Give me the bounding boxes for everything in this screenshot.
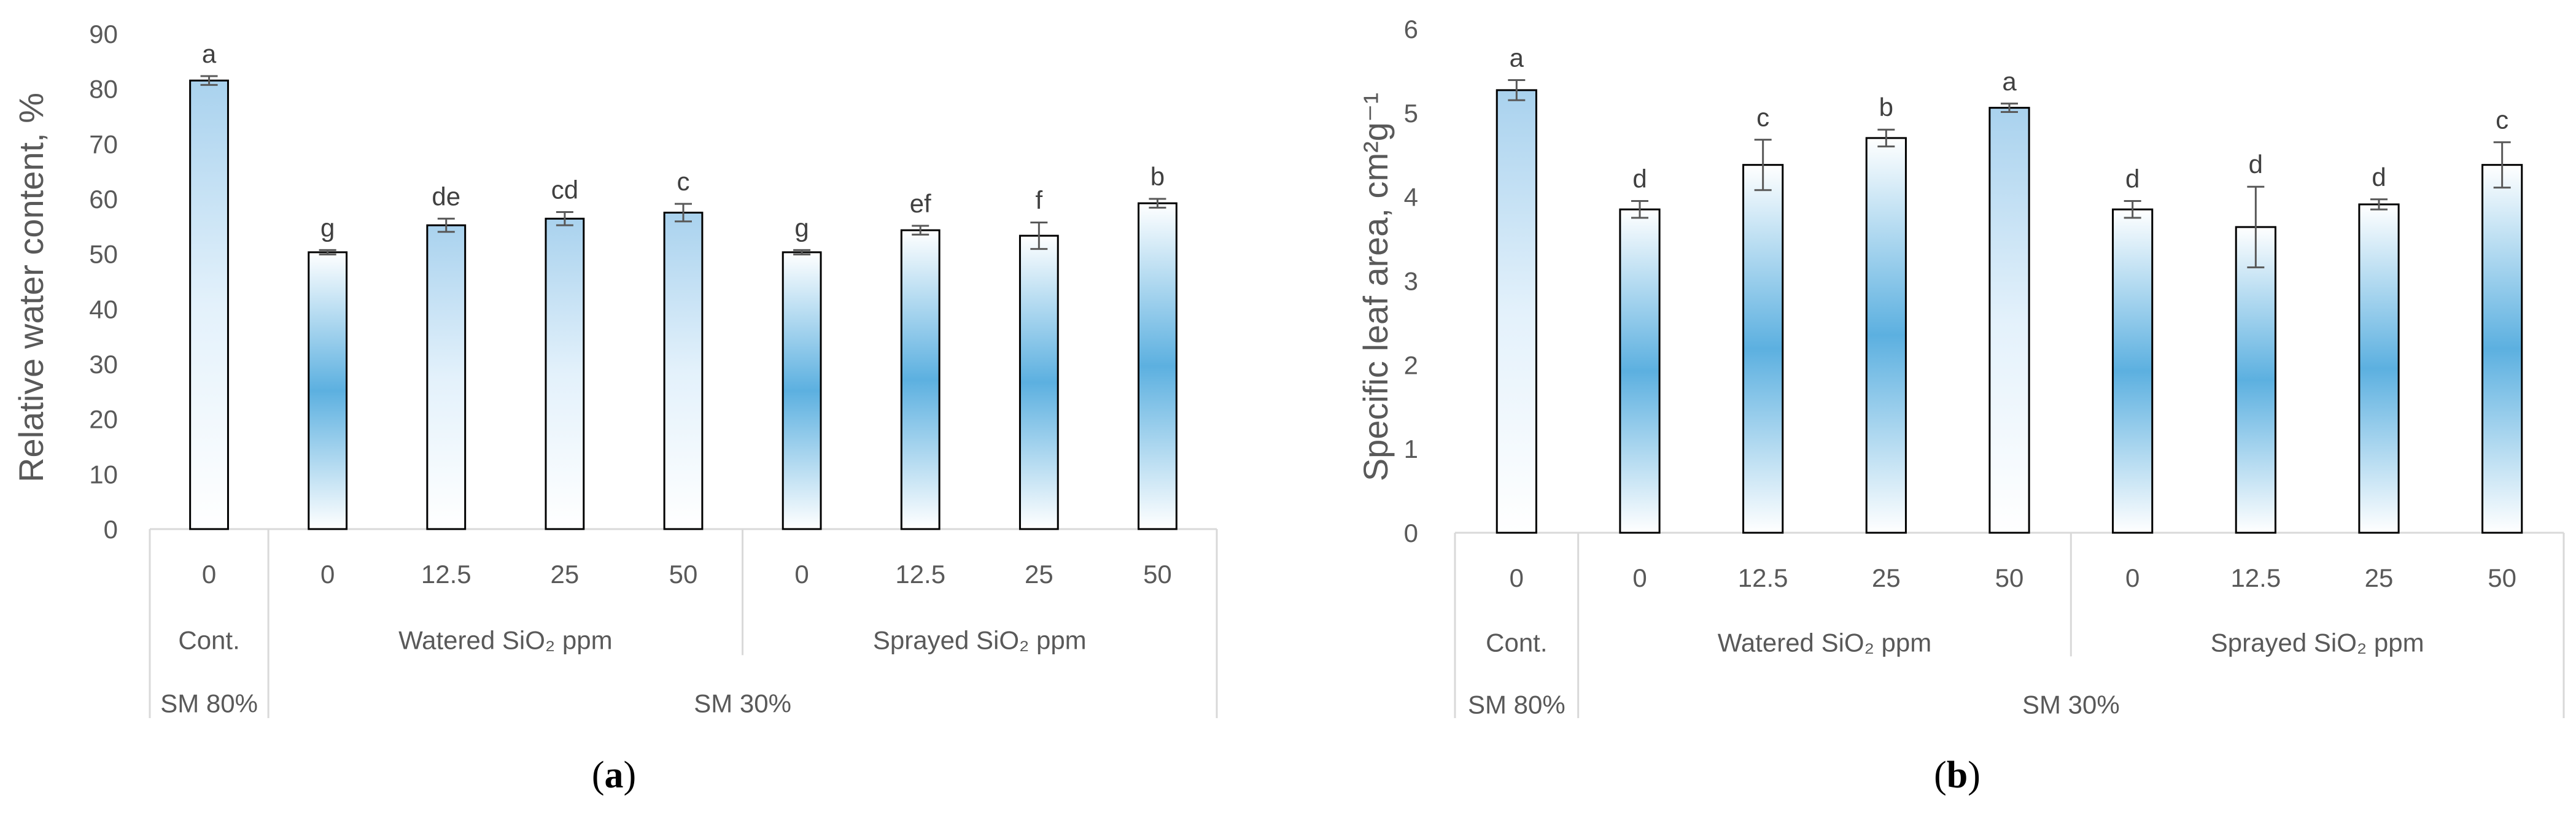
- significance-letter: b: [1879, 93, 1893, 122]
- y-tick-label: 80: [89, 75, 118, 104]
- y-tick-label: 40: [89, 295, 118, 323]
- significance-letter: de: [432, 182, 460, 211]
- bar: [1742, 164, 1784, 534]
- significance-letter: g: [320, 213, 335, 242]
- category-label: 25: [1872, 563, 1901, 592]
- significance-letter: d: [1632, 164, 1647, 193]
- panel-label: (a): [592, 754, 636, 796]
- category-label: 0: [1632, 563, 1647, 592]
- significance-letter: c: [677, 167, 690, 196]
- y-tick-label: 70: [89, 130, 118, 158]
- significance-letter: g: [794, 213, 809, 242]
- panel-label: (b): [1934, 754, 1980, 796]
- y-tick-label: 2: [1404, 350, 1418, 379]
- category-label: 50: [2488, 563, 2516, 592]
- category-label: 50: [1143, 560, 1172, 589]
- y-tick-label: 30: [89, 350, 118, 379]
- significance-letter: a: [1510, 43, 1524, 72]
- y-axis-title: Relative water content, %: [12, 93, 50, 482]
- category-label: 25: [551, 560, 580, 589]
- bar: [2481, 164, 2523, 534]
- group-label: Sprayed SiO₂ ppm: [873, 626, 1087, 655]
- significance-letter: b: [1150, 162, 1165, 191]
- group-label: Cont.: [178, 626, 239, 655]
- bar: [782, 251, 822, 530]
- category-label: 50: [669, 560, 698, 589]
- bar: [545, 217, 585, 530]
- bar: [426, 224, 467, 530]
- chart-panel-b: 0 1 2 3 4 5 6 Specific leaf area, cm²g⁻¹ a 0 d 0 c 12…: [1356, 15, 2565, 796]
- bar: [1018, 234, 1059, 530]
- panel-letter: a: [605, 754, 624, 796]
- group-label: Watered SiO₂ ppm: [398, 626, 613, 655]
- bar: [1496, 89, 1537, 534]
- bar: [900, 229, 941, 530]
- significance-letter: d: [2125, 164, 2140, 193]
- category-label: 12.5: [1738, 563, 1788, 592]
- y-tick-label: 5: [1404, 99, 1418, 128]
- significance-letter: c: [1756, 103, 1769, 132]
- y-tick-label: 10: [89, 460, 118, 489]
- significance-letter: d: [2372, 163, 2386, 191]
- bar: [2112, 208, 2154, 534]
- category-label: 50: [1995, 563, 2024, 592]
- category-label: 0: [794, 560, 809, 589]
- category-label: 12.5: [895, 560, 945, 589]
- panel-letter: b: [1947, 754, 1968, 796]
- y-axis-title: Specific leaf area, cm²g⁻¹: [1356, 93, 1395, 481]
- category-label: 0: [320, 560, 335, 589]
- y-tick-label: 20: [89, 405, 118, 434]
- category-label: 0: [2125, 563, 2140, 592]
- y-tick-label: 3: [1404, 267, 1418, 296]
- level2-label: SM 80%: [160, 689, 258, 718]
- bar: [1138, 202, 1177, 530]
- y-tick-label: 50: [89, 240, 118, 269]
- significance-letter: d: [2249, 150, 2263, 179]
- bar: [2358, 203, 2400, 534]
- y-tick-label: 60: [89, 185, 118, 214]
- category-label: 25: [2365, 563, 2394, 592]
- category-label: 12.5: [421, 560, 471, 589]
- y-tick-label: 90: [89, 20, 118, 48]
- bar: [2235, 226, 2276, 534]
- category-label: 25: [1025, 560, 1053, 589]
- group-label: Cont.: [1486, 629, 1547, 657]
- bar: [1619, 208, 1661, 534]
- level2-label: SM 80%: [1468, 690, 1565, 719]
- y-tick-label: 1: [1404, 435, 1418, 463]
- bar: [308, 251, 348, 530]
- category-label: 0: [202, 560, 216, 589]
- significance-letter: a: [202, 39, 217, 68]
- bar: [1988, 107, 2030, 534]
- significance-letter: a: [2002, 67, 2017, 96]
- bar: [189, 79, 229, 530]
- level2-label: SM 30%: [694, 689, 791, 718]
- bar: [663, 211, 704, 530]
- y-tick-label: 0: [104, 515, 118, 544]
- category-label: 12.5: [2230, 563, 2281, 592]
- significance-letter: ef: [910, 189, 931, 218]
- group-label: Sprayed SiO₂ ppm: [2211, 629, 2424, 657]
- level2-label: SM 30%: [2022, 690, 2120, 719]
- y-tick-label: 6: [1404, 15, 1418, 44]
- group-label: Watered SiO₂ ppm: [1718, 629, 1932, 657]
- y-tick-label: 0: [1404, 519, 1418, 547]
- y-tick-label: 4: [1404, 183, 1418, 212]
- significance-letter: f: [1035, 186, 1042, 215]
- chart-panel-a: 0 10 20 30 40 50 60 70 80 90 Relative water conten…: [12, 20, 1218, 796]
- significance-letter: c: [2496, 106, 2508, 134]
- category-label: 0: [1510, 563, 1524, 592]
- bar: [1865, 137, 1907, 534]
- significance-letter: cd: [551, 176, 578, 204]
